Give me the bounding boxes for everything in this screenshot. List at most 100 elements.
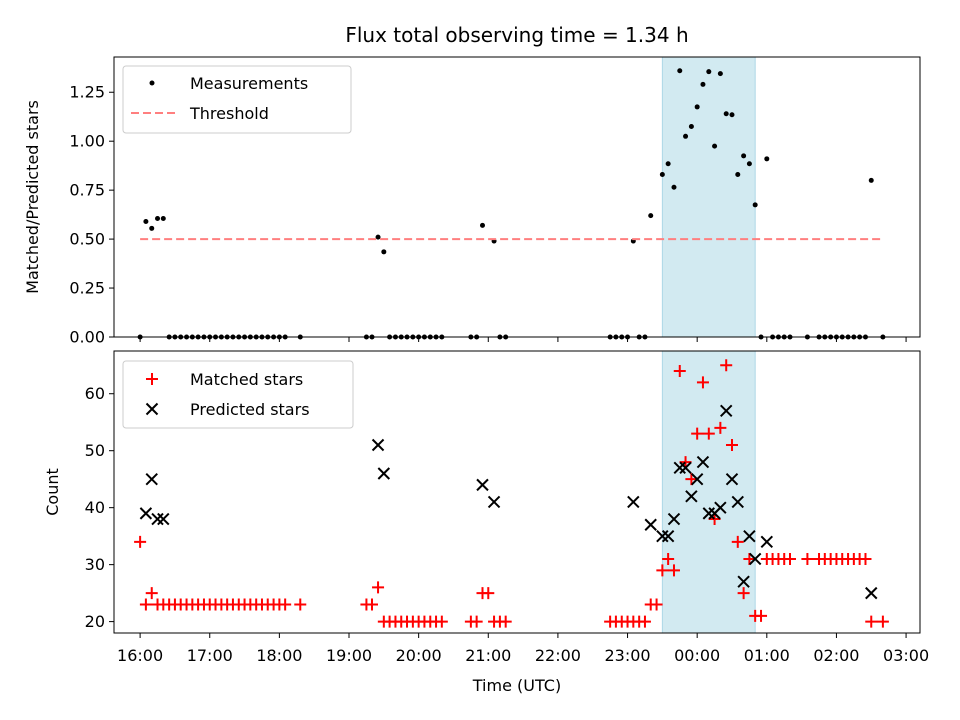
predicted-stars-point [685, 490, 698, 503]
x-tick-label: 20:00 [396, 646, 442, 665]
top-legend-box [122, 65, 352, 134]
matched-stars-point [435, 615, 448, 628]
predicted-stars-point [487, 495, 501, 509]
predicted-stars-point [377, 467, 391, 480]
measurement-point [665, 161, 671, 167]
matched-stars-point [755, 609, 768, 622]
x-tick-label: 18:00 [256, 646, 302, 665]
predicted-stars-point [151, 512, 164, 526]
legend-matched-label: Matched stars [190, 370, 303, 389]
predicted-stars-point [725, 472, 739, 486]
matched-stars-point [865, 615, 878, 628]
legend-predicted-label: Predicted stars [190, 400, 310, 419]
bottom-panel-frame [113, 350, 921, 634]
predicted-stars-point [627, 495, 640, 509]
top-y-axis-label: Matched/Predicted stars [23, 100, 42, 294]
predicted-stars-point [145, 472, 158, 486]
predicted-stars-point [476, 478, 489, 492]
predicted-stars-point [702, 507, 716, 520]
matched-stars-point [708, 513, 721, 526]
matched-stars-point [714, 421, 727, 434]
matched-stars-point [685, 473, 698, 486]
shaded-region-bottom [661, 350, 756, 634]
measurement-point [700, 81, 706, 87]
matched-stars-point [737, 587, 750, 600]
y-tick-label: 1.00 [69, 132, 105, 151]
shaded-region-top [661, 56, 756, 338]
x-tick-label: 22:00 [535, 646, 581, 665]
y-tick-label: 20 [85, 612, 105, 631]
matched-stars-point [294, 598, 307, 611]
measurement-point [712, 143, 718, 149]
chart-title: Flux total observing time = 1.34 h [345, 23, 688, 47]
x-tick-label: 01:00 [744, 646, 790, 665]
matched-stars-point [134, 535, 147, 548]
matched-stars-point [783, 552, 796, 565]
measurement-point [671, 184, 677, 190]
measurement-point [688, 124, 694, 130]
measurement-point [648, 213, 654, 219]
bottom-legend-box [122, 360, 354, 429]
x-tick-label: 17:00 [187, 646, 233, 665]
predicted-stars-point [731, 495, 744, 509]
predicted-stars-point [696, 455, 710, 469]
predicted-stars-point [673, 461, 686, 474]
measurement-point [149, 225, 155, 231]
bottom-panel-marks [134, 359, 889, 628]
matched-stars-point [638, 615, 651, 628]
y-tick-label: 30 [85, 555, 105, 574]
matched-stars-point [691, 427, 704, 440]
matched-stars-point [499, 615, 512, 628]
x-tick-label: 19:00 [326, 646, 372, 665]
bottom-panel: 20 30 40 50 60 16:00 17:00 18:00 19:00 20:00 21:00… [43, 350, 929, 695]
predicted-stars-point [157, 512, 170, 526]
matched-stars-point [482, 587, 495, 600]
predicted-stars-point [667, 512, 681, 526]
x-tick-label: 03:00 [883, 646, 929, 665]
matched-stars-point [139, 598, 152, 611]
y-tick-label: 0.00 [69, 328, 105, 347]
matched-stars-point [279, 598, 292, 611]
y-tick-label: 0.75 [69, 181, 105, 200]
x-tick-label: 23:00 [604, 646, 650, 665]
x-tick-label: 02:00 [813, 646, 859, 665]
predicted-stars-point [371, 438, 385, 452]
x-tick-label: 16:00 [117, 646, 163, 665]
x-tick-label: 00:00 [674, 646, 720, 665]
top-legend: Measurements Threshold [122, 65, 352, 134]
measurement-point [155, 216, 161, 222]
legend-threshold-label: Threshold [189, 104, 269, 123]
top-panel-ticks: 0.00 0.25 0.50 0.75 1.00 1.25 [69, 83, 907, 347]
y-tick-label: 0.25 [69, 279, 105, 298]
measurement-point [381, 249, 387, 255]
predicted-stars-point [656, 529, 669, 543]
x-axis-label: Time (UTC) [472, 676, 561, 695]
measurement-point [868, 177, 874, 183]
predicted-stars-point [743, 529, 756, 543]
measurement-point [479, 222, 485, 228]
measurement-point [677, 68, 683, 74]
predicted-stars-point [139, 507, 153, 520]
legend-measurements-marker [149, 80, 155, 86]
predicted-stars-point [748, 552, 762, 566]
legend-matched-marker [146, 373, 158, 385]
matched-stars-point [702, 427, 715, 440]
top-panel: 0.00 0.25 0.50 0.75 1.00 1.25 Matched/Predict… [23, 56, 921, 347]
legend-measurements-label: Measurements [190, 74, 308, 93]
top-panel-frame [113, 56, 921, 338]
measurement-point [752, 202, 758, 208]
matched-stars-point [372, 581, 385, 594]
measurement-point [735, 171, 741, 177]
matched-stars-point [667, 564, 680, 577]
measurement-point [659, 171, 665, 177]
matched-stars-point [650, 598, 663, 611]
matched-stars-point [720, 359, 733, 372]
legend-predicted-marker [145, 402, 159, 416]
measurement-point [706, 69, 712, 75]
matched-stars-point [365, 598, 378, 611]
matched-stars-point [725, 439, 738, 451]
y-tick-label: 1.25 [69, 83, 105, 102]
matched-stars-point [743, 552, 756, 565]
top-panel-marks [137, 68, 886, 340]
matched-stars-point [696, 376, 709, 389]
